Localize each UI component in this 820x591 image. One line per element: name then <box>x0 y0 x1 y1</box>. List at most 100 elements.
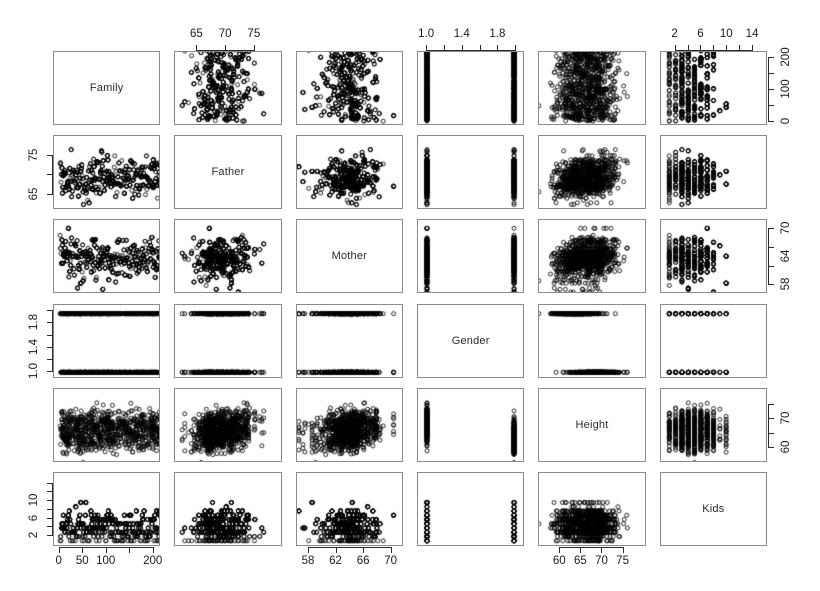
panel-height-vs-father <box>174 387 282 462</box>
axis-tick <box>559 547 561 553</box>
axis-tick <box>82 547 84 553</box>
scatter-canvas <box>296 52 402 124</box>
scatter-canvas <box>175 388 281 461</box>
axis-tick <box>426 45 428 51</box>
axis-tick <box>739 45 741 51</box>
axis-tick-label: 70 <box>595 555 608 567</box>
axis-tick-label: 70 <box>218 28 232 40</box>
scatter-canvas <box>539 136 645 209</box>
axis-tick <box>47 310 53 312</box>
axis-tick <box>768 418 774 420</box>
axis-tick <box>622 547 624 553</box>
scatter-canvas <box>296 304 402 377</box>
axis-tick <box>105 547 107 553</box>
scatter-canvas <box>660 304 766 377</box>
axis-tick <box>47 517 53 519</box>
scatter-canvas <box>418 472 523 545</box>
diagonal-label-kids: Kids <box>702 502 725 515</box>
axis-tick-label: 2 <box>671 28 678 40</box>
axis-tick-label: 6 <box>28 514 40 521</box>
axis-tick-label: 1.8 <box>489 28 506 40</box>
scatter-canvas <box>418 52 523 124</box>
panel-father-vs-gender <box>417 135 525 210</box>
scatter-canvas <box>418 220 523 293</box>
diagonal-label-height: Height <box>575 418 609 431</box>
scatter-canvas <box>54 388 159 461</box>
axis-line-gender-top <box>426 50 516 51</box>
axis-tick-label: 1.4 <box>453 28 470 40</box>
scatter-canvas <box>296 472 402 545</box>
axis-tick-label: 70 <box>384 555 398 567</box>
axis-line-height-bottom <box>559 547 623 548</box>
axis-tick <box>47 370 53 372</box>
axis-tick-label: 200 <box>143 555 163 567</box>
axis-tick <box>47 193 53 195</box>
scatter-canvas <box>539 220 645 293</box>
scatter-canvas <box>296 136 402 209</box>
axis-tick <box>713 45 715 51</box>
axis-line-gender-left <box>52 310 53 371</box>
panel-gender-vs-father <box>174 303 282 378</box>
axis-tick-label: 50 <box>75 555 89 567</box>
axis-tick-label: 100 <box>96 555 116 567</box>
scatter-canvas <box>54 472 159 545</box>
axis-tick-label: 65 <box>573 555 587 567</box>
axis-tick <box>47 346 53 348</box>
scatter-canvas <box>54 220 159 293</box>
axis-tick <box>129 547 131 553</box>
panel-kids-vs-mother <box>295 471 403 546</box>
axis-tick-label: 14 <box>745 28 759 40</box>
panel-mother-vs-kids <box>659 219 767 294</box>
panel-diagonal-kids: Kids <box>659 471 767 546</box>
panel-diagonal-mother: Mother <box>295 219 403 294</box>
panel-kids-vs-height <box>538 471 646 546</box>
panel-diagonal-gender: Gender <box>417 303 525 378</box>
axis-tick <box>58 547 60 553</box>
axis-tick-label: 100 <box>780 79 792 99</box>
panel-gender-vs-mother <box>295 303 403 378</box>
axis-tick <box>443 45 445 51</box>
diagonal-label-mother: Mother <box>331 250 368 263</box>
axis-tick-label: 10 <box>719 28 733 40</box>
panel-family-vs-kids <box>659 51 767 126</box>
axis-tick <box>768 265 774 267</box>
axis-tick-label: 62 <box>329 555 342 567</box>
axis-tick-label: 0 <box>55 555 62 567</box>
panel-father-vs-kids <box>659 135 767 210</box>
axis-tick-label: 2 <box>28 532 40 539</box>
axis-tick-label: 75 <box>616 555 629 567</box>
panel-father-vs-mother <box>295 135 403 210</box>
axis-tick <box>768 88 774 90</box>
axis-tick-label: 64 <box>780 250 792 263</box>
axis-tick <box>768 72 774 74</box>
scatter-canvas <box>660 220 766 293</box>
scatter-canvas <box>539 472 645 545</box>
axis-tick <box>47 491 53 493</box>
axis-tick-label: 1.8 <box>28 314 40 331</box>
axis-tick <box>768 432 774 434</box>
axis-tick <box>768 247 774 249</box>
axis-tick <box>47 358 53 360</box>
axis-tick <box>335 547 337 553</box>
panel-mother-vs-family <box>53 219 161 294</box>
axis-tick <box>768 104 774 106</box>
panel-kids-vs-gender <box>417 471 525 546</box>
axis-tick-label: 65 <box>28 187 40 201</box>
axis-line-mother-right <box>768 228 769 285</box>
axis-tick <box>674 45 676 51</box>
axis-tick <box>47 526 53 528</box>
axis-tick-label: 200 <box>780 47 792 67</box>
axis-tick-label: 70 <box>780 411 792 425</box>
axis-tick <box>461 45 463 51</box>
axis-tick-label: 75 <box>247 28 261 40</box>
axis-tick-label: 0 <box>780 117 792 124</box>
panel-height-vs-gender <box>417 387 525 462</box>
axis-tick-label: 1.0 <box>28 362 40 379</box>
scatter-canvas <box>54 304 159 377</box>
axis-tick <box>768 228 774 230</box>
axis-tick <box>580 547 582 553</box>
scatter-canvas <box>660 136 766 209</box>
axis-tick-label: 10 <box>28 493 40 507</box>
axis-tick-label: 6 <box>697 28 704 40</box>
panel-diagonal-father: Father <box>174 135 282 210</box>
